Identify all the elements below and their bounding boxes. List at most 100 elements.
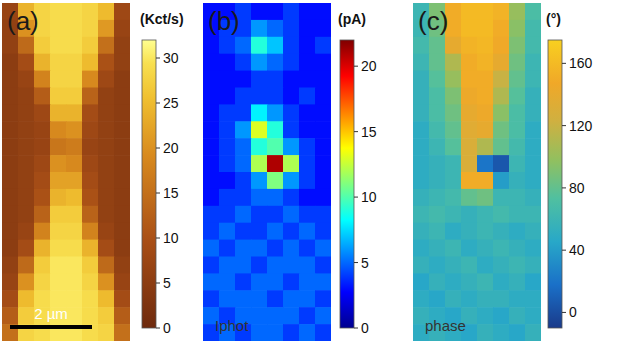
cell [18,240,35,258]
cell [267,104,284,122]
cell [525,273,541,291]
cell [493,223,510,241]
cell [203,223,220,241]
cell [299,20,316,38]
cell [283,324,300,341]
cell [461,155,478,173]
cell [299,104,316,122]
cell [429,206,446,224]
cell [82,307,99,325]
cell [267,3,284,21]
cell [18,273,35,291]
cell [219,240,236,258]
cell [509,71,526,89]
cell [445,54,462,71]
cell [235,257,252,275]
cell [267,307,284,325]
cell [445,206,462,224]
cell [2,307,19,325]
cell [34,257,51,275]
cell [461,3,478,21]
cell [203,155,220,173]
cell [18,88,35,106]
cell [50,37,67,55]
cell [445,138,462,156]
cell [493,155,510,173]
cell [477,257,494,275]
cell [267,223,284,241]
cell [267,155,284,173]
cell [203,121,220,139]
cell [34,223,51,241]
cell [251,273,268,291]
cell [219,121,236,139]
cell [413,189,430,207]
cell [235,290,252,308]
colorbar-tick [156,238,160,239]
cell [66,37,83,55]
cell [283,121,300,139]
cell [98,121,115,139]
cell [299,71,316,89]
cell [429,273,446,291]
cell [203,88,220,106]
cell [235,37,252,55]
cell [34,240,51,258]
cell [66,290,83,308]
cell [315,20,331,38]
cell [114,138,130,156]
colorbar-tick-label: 10 [361,189,377,205]
panel-label: (b) [208,6,240,36]
cell [219,104,236,122]
cell [429,290,446,308]
cell [525,223,541,241]
cell [525,138,541,156]
cell [251,88,268,106]
cell [429,155,446,173]
cell [2,223,19,241]
cell [50,240,67,258]
cell [2,104,19,122]
cell [445,37,462,55]
cell [114,273,130,291]
cell [283,172,300,190]
cell [18,37,35,55]
cell [413,155,430,173]
cell [283,290,300,308]
cell [114,121,130,139]
colorbar-tick [156,193,160,194]
cell [493,54,510,71]
cell [82,3,99,21]
cell [82,273,99,291]
colorbar-tick [562,250,566,251]
cell [509,189,526,207]
cell [235,206,252,224]
cell [493,189,510,207]
cell [82,206,99,224]
cell [98,172,115,190]
cell [461,20,478,38]
cell [98,240,115,258]
cell [477,290,494,308]
cell [477,3,494,21]
cell [235,189,252,207]
cell [98,104,115,122]
cell [413,88,430,106]
cell [66,189,83,207]
cell [98,54,115,71]
cell [2,206,19,224]
cell [315,172,331,190]
cell [299,223,316,241]
heatmap [413,3,541,341]
cell [18,206,35,224]
colorbar-tick [562,187,566,188]
cell [235,71,252,89]
cell [493,104,510,122]
panel: (c)phase04080120160(°) [413,3,593,342]
cell [413,206,430,224]
cell [235,121,252,139]
cell [283,155,300,173]
cell [493,20,510,38]
cell [114,155,130,173]
cell [267,324,284,341]
